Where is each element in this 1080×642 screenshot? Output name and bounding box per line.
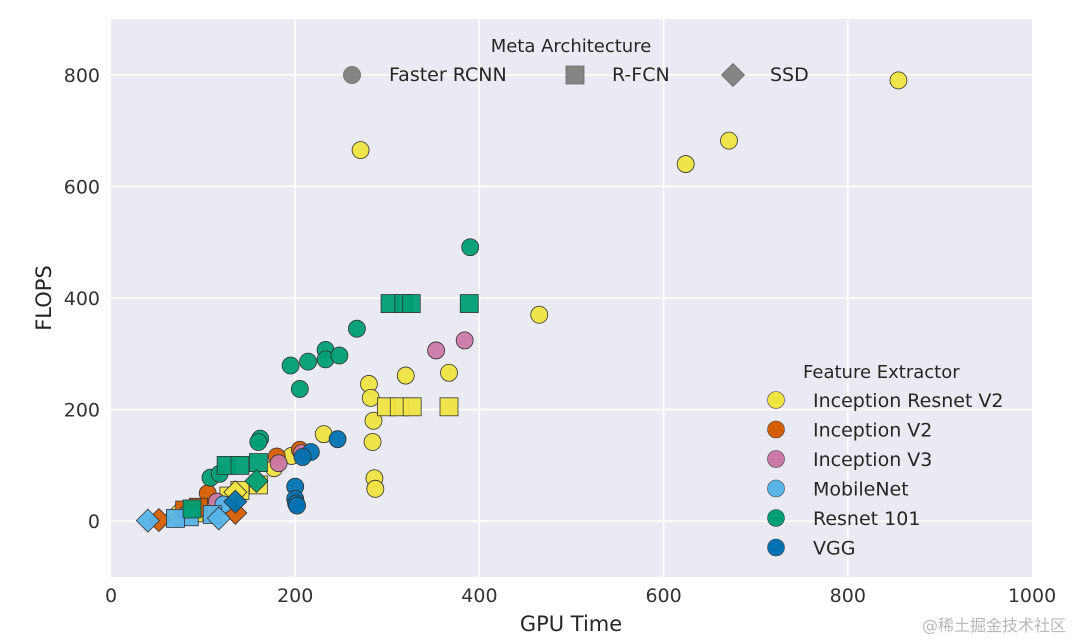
x-tick-label: 0 xyxy=(105,585,117,607)
feature-legend-entry: Inception Resnet V2 xyxy=(767,390,1004,412)
data-point-resnet-101-diamond xyxy=(244,468,269,494)
data-point-inception-v3-circle xyxy=(427,341,446,360)
data-point-resnet-101-square xyxy=(248,453,268,473)
y-tick-label: 200 xyxy=(64,400,100,422)
data-point-inception-resnet-v2-circle xyxy=(720,131,738,150)
meta-legend-entry: R-FCN xyxy=(565,64,670,86)
meta-legend-entry: SSD xyxy=(720,62,809,88)
data-point-inception-v3-circle xyxy=(455,331,474,350)
data-point-resnet-101-circle xyxy=(290,380,309,398)
data-point-inception-resnet-v2-circle xyxy=(440,363,458,382)
feature-legend-label: MobileNet xyxy=(813,479,909,501)
data-point-resnet-101-circle xyxy=(348,319,366,338)
feature-legend-label: Inception Resnet V2 xyxy=(813,390,1004,412)
meta-architecture-legend: Meta Architecture Faster RCNN R-FCN SSD xyxy=(343,36,809,88)
y-axis-label: FLOPS xyxy=(32,265,56,331)
feature-legend-label: Inception V2 xyxy=(813,420,932,442)
feature-legend-title: Feature Extractor xyxy=(803,362,960,383)
y-tick-label: 800 xyxy=(64,65,100,87)
data-point-inception-resnet-v2-circle xyxy=(364,411,383,430)
feature-extractor-legend: Feature Extractor Inception Resnet V2 Inc… xyxy=(767,362,1004,560)
legend-marker-circle xyxy=(767,391,785,409)
legend-marker-circle xyxy=(767,538,785,557)
data-point-inception-resnet-v2-circle xyxy=(396,366,415,385)
feature-legend-label: Inception V3 xyxy=(813,449,932,471)
feature-legend-entry: Inception V2 xyxy=(767,420,932,442)
feature-legend-label: Resnet 101 xyxy=(813,508,920,530)
data-point-vgg-circle xyxy=(288,496,306,515)
data-point-resnet-101-circle xyxy=(249,433,268,451)
data-point-resnet-101-circle xyxy=(281,356,300,375)
data-point-mobilenet-diamond xyxy=(135,508,160,533)
legend-marker-circle xyxy=(767,479,785,498)
y-tick-label: 600 xyxy=(64,176,100,198)
feature-legend-entry: Resnet 101 xyxy=(767,508,920,530)
x-tick-label: 400 xyxy=(461,585,497,607)
data-point-resnet-101-circle xyxy=(330,346,349,365)
data-point-resnet-101-square xyxy=(401,294,421,313)
data-point-inception-resnet-v2-circle xyxy=(676,155,695,173)
data-point-resnet-101-square xyxy=(182,499,202,519)
feature-legend-label: VGG xyxy=(813,538,855,560)
data-point-inception-resnet-v2-circle xyxy=(351,141,370,160)
data-points xyxy=(135,71,908,533)
data-point-inception-resnet-v2-circle xyxy=(361,388,380,407)
data-point-inception-resnet-v2-circle xyxy=(889,71,908,90)
x-tick-label: 800 xyxy=(830,585,866,607)
feature-legend-entry: Inception V3 xyxy=(767,449,932,471)
data-point-inception-resnet-v2-square xyxy=(402,397,422,417)
x-tick-label: 200 xyxy=(277,585,313,607)
data-point-resnet-101-circle xyxy=(461,238,480,257)
data-point-vgg-circle xyxy=(293,448,312,466)
legend-marker-square xyxy=(565,65,585,85)
y-tick-label: 400 xyxy=(64,288,100,310)
feature-legend-entry: VGG xyxy=(767,538,855,560)
meta-legend-label: Faster RCNN xyxy=(389,64,507,86)
data-point-vgg-circle xyxy=(328,430,347,449)
data-point-inception-resnet-v2-square xyxy=(439,397,459,417)
watermark: @稀土掘金技术社区 xyxy=(921,616,1066,635)
data-point-mobilenet-diamond xyxy=(206,506,231,531)
data-point-inception-resnet-v2-circle xyxy=(530,305,549,324)
tick-labels: 0 200 400 600 800 1000 0 200 400 600 800 xyxy=(64,65,1056,607)
data-point-vgg-diamond xyxy=(223,489,248,514)
legend-marker-circle xyxy=(767,509,785,527)
feature-legend-entry: MobileNet xyxy=(767,479,909,501)
legend-marker-circle xyxy=(767,450,785,468)
meta-legend-label: SSD xyxy=(770,64,809,86)
y-tick-label: 0 xyxy=(88,511,100,533)
meta-legend-entry: Faster RCNN xyxy=(343,64,507,86)
legend-marker-circle xyxy=(767,420,785,439)
meta-legend-label: R-FCN xyxy=(612,64,670,86)
data-point-inception-resnet-v2-circle xyxy=(366,479,385,498)
data-point-inception-resnet-v2-circle xyxy=(363,433,382,451)
x-axis-label: GPU Time xyxy=(520,612,622,636)
legend-marker-circle xyxy=(343,66,361,84)
data-point-resnet-101-square xyxy=(230,455,250,475)
data-point-resnet-101-square xyxy=(459,294,479,313)
gridlines xyxy=(111,19,1032,577)
data-point-resnet-101-circle xyxy=(299,352,317,371)
data-point-inception-v3-circle xyxy=(269,454,288,473)
x-tick-label: 1000 xyxy=(1008,585,1056,607)
meta-legend-title: Meta Architecture xyxy=(491,36,652,57)
legend-marker-diamond xyxy=(720,62,746,88)
data-point-mobilenet-square xyxy=(166,509,185,528)
x-tick-label: 600 xyxy=(645,585,681,607)
